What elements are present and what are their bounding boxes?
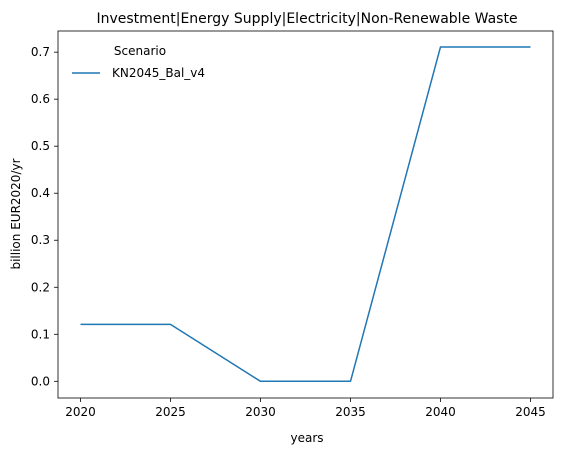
y-tick-label: 0.4: [31, 186, 50, 200]
chart-title: Investment|Energy Supply|Electricity|Non…: [96, 11, 517, 27]
series-layer: [80, 46, 531, 383]
y-tick-label: 0.5: [31, 139, 50, 153]
x-tick-label: 2025: [155, 405, 186, 419]
x-axis-label: years: [290, 431, 323, 445]
legend-label: KN2045_Bal_v4: [112, 66, 205, 80]
y-tick-label: 0.3: [31, 233, 50, 247]
x-tick-label: 2020: [65, 405, 96, 419]
plot-area: [57, 30, 554, 399]
y-tick-label: 0.7: [31, 45, 50, 59]
x-tick-label: 2045: [515, 405, 546, 419]
y-tick-label: 0.0: [31, 374, 50, 388]
x-tick-label: 2030: [245, 405, 276, 419]
y-tick-label: 0.2: [31, 280, 50, 294]
legend-title: Scenario: [114, 44, 166, 58]
x-tick-label: 2035: [335, 405, 366, 419]
y-tick-label: 0.1: [31, 327, 50, 341]
legend: Scenario KN2045_Bal_v4: [72, 44, 205, 80]
x-tick-label: 2040: [425, 405, 456, 419]
series-line-0: [80, 46, 531, 383]
y-tick-label: 0.6: [31, 92, 50, 106]
y-axis: 0.0 0.1 0.2 0.3 0.4 0.5 0.6 0.7: [31, 45, 58, 388]
x-axis: 2020 2025 2030 2035 2040 2045: [65, 398, 546, 419]
y-axis-label: billion EUR2020/yr: [9, 158, 23, 269]
